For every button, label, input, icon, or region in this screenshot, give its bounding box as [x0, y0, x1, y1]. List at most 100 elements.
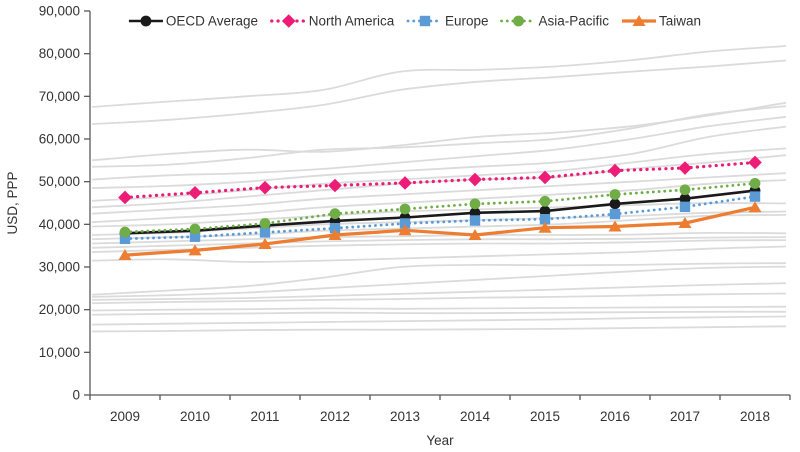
circle-marker — [469, 198, 481, 210]
y-tick-label: 50,000 — [39, 174, 80, 189]
x-tick-label: 2009 — [110, 409, 140, 424]
legend-label: Taiwan — [659, 14, 701, 29]
triangle-marker — [258, 237, 272, 249]
y-tick-label: 40,000 — [39, 217, 80, 232]
x-tick-label: 2010 — [180, 409, 210, 424]
triangle-marker — [328, 229, 342, 240]
country-line — [91, 105, 787, 168]
country-line — [91, 262, 787, 296]
triangle-marker — [118, 249, 132, 261]
country-line — [91, 310, 787, 316]
x-tick-label: 2018 — [740, 409, 770, 424]
y-tick-label: 90,000 — [39, 4, 80, 19]
triangle-marker — [538, 221, 552, 233]
diamond-marker — [258, 180, 272, 195]
triangle-marker — [632, 15, 646, 26]
circle-marker — [609, 198, 621, 210]
diamond-marker — [748, 155, 762, 170]
legend-label: OECD Average — [166, 14, 258, 29]
circle-marker — [399, 203, 411, 215]
x-tick-label: 2014 — [460, 409, 491, 424]
y-tick-label: 60,000 — [39, 132, 80, 147]
diamond-marker — [281, 14, 296, 28]
diamond-marker — [398, 176, 412, 190]
x-tick-label: 2017 — [670, 409, 700, 424]
y-tick-label: 0 — [72, 388, 80, 403]
north-america-line — [123, 160, 757, 200]
circle-marker — [539, 205, 551, 217]
triangle-marker — [678, 217, 692, 229]
triangle-marker — [188, 244, 202, 256]
diamond-marker — [538, 170, 552, 185]
taiwan-line — [124, 205, 756, 257]
series-taiwan — [118, 201, 762, 261]
y-tick-label: 20,000 — [39, 302, 80, 317]
country-line — [91, 172, 787, 215]
country-line — [91, 59, 787, 125]
circle-marker — [140, 15, 152, 27]
x-tick-label: 2016 — [600, 409, 630, 424]
square-marker — [539, 214, 551, 225]
square-marker — [749, 191, 761, 202]
country-line — [91, 325, 787, 333]
circle-marker — [609, 189, 621, 200]
x-tick-label: 2015 — [530, 409, 560, 424]
triangle-marker — [468, 229, 482, 240]
country-line — [91, 231, 787, 245]
country-line — [91, 147, 787, 202]
legend-item-asia-pacific: Asia-Pacific — [500, 14, 610, 29]
country-line — [91, 45, 787, 108]
square-marker — [189, 231, 201, 242]
square-marker — [259, 227, 271, 238]
diamond-marker — [188, 185, 202, 200]
country-line — [91, 214, 787, 241]
country-line — [91, 115, 787, 181]
diamond-marker — [678, 161, 692, 175]
circle-marker — [119, 226, 131, 238]
country-line — [91, 315, 787, 326]
diamond-marker — [468, 172, 482, 187]
x-tick-label: 2012 — [320, 409, 350, 424]
diamond-marker — [118, 190, 132, 205]
y-tick-label: 10,000 — [39, 345, 80, 360]
series-north-america — [118, 155, 762, 205]
legend-item-taiwan: Taiwan — [622, 14, 701, 29]
diamond-marker — [608, 163, 622, 178]
circle-marker — [189, 223, 201, 235]
triangle-marker — [608, 220, 622, 232]
country-line — [91, 292, 787, 305]
country-line — [91, 236, 787, 249]
country-line — [91, 265, 787, 298]
country-line — [91, 125, 787, 189]
legend-label: Europe — [445, 14, 489, 29]
legend-item-oecd-average: OECD Average — [128, 14, 258, 29]
y-tick-label: 70,000 — [39, 89, 80, 104]
square-marker — [469, 215, 481, 226]
country-line — [91, 101, 787, 162]
oecd-average-line — [124, 189, 756, 235]
triangle-marker — [748, 201, 762, 213]
country-line — [91, 282, 787, 301]
square-marker — [329, 222, 341, 234]
series-asia-pacific — [119, 177, 761, 238]
legend: OECD Average North America Europe Asia-Paci… — [128, 14, 701, 29]
circle-marker — [749, 177, 761, 189]
square-marker — [419, 15, 431, 27]
y-tick-label: 30,000 — [39, 260, 80, 275]
country-line — [91, 245, 787, 263]
country-line — [91, 179, 787, 224]
x-axis-title: Year — [426, 433, 454, 448]
square-marker — [679, 201, 691, 213]
legend-label: Asia-Pacific — [539, 14, 610, 29]
square-marker — [399, 218, 411, 229]
europe-line — [123, 195, 757, 241]
country-line — [91, 305, 787, 312]
circle-marker — [329, 208, 341, 220]
axes-layer: 0 10,000 20,000 30,000 40,000 50,000 60,000 70,… — [39, 4, 791, 424]
y-tick-label: 80,000 — [39, 46, 80, 61]
circle-marker — [679, 184, 691, 196]
country-line — [91, 202, 787, 228]
series-layer — [118, 155, 762, 261]
